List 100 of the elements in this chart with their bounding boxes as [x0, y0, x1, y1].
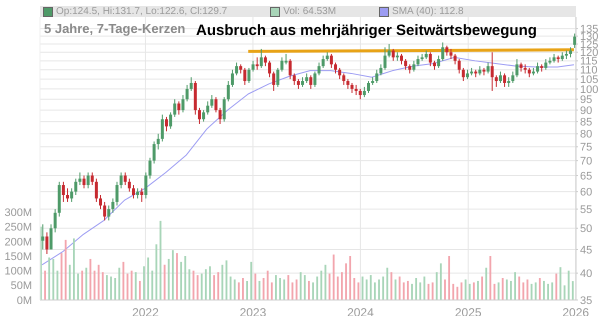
y-tick-label: 50 — [580, 223, 592, 236]
candlestick — [313, 71, 316, 88]
candlestick — [354, 84, 358, 96]
candlestick — [441, 42, 444, 62]
candlestick — [301, 76, 304, 88]
candlestick — [169, 112, 172, 130]
candlestick — [494, 74, 498, 88]
candlestick — [437, 55, 440, 68]
candlestick — [342, 72, 346, 86]
candlestick — [202, 110, 206, 122]
candlestick — [375, 69, 378, 84]
y-tick-label: 65 — [580, 170, 592, 182]
y2-tick-label: 50M — [10, 280, 32, 292]
candlestick — [528, 67, 531, 78]
candlestick — [181, 94, 184, 113]
candlestick — [132, 184, 135, 199]
candlestick — [214, 96, 218, 113]
legend-label: Vol: 64.53M — [283, 6, 336, 17]
candlestick — [116, 181, 118, 206]
y2-tick-label: 0M — [16, 294, 32, 307]
candlestick — [288, 58, 292, 80]
candlestick — [239, 64, 242, 74]
candlestick — [346, 78, 350, 90]
candlestick — [379, 64, 382, 76]
candlestick — [210, 94, 214, 108]
y-tick-label: 105 — [580, 74, 598, 86]
annotation: Ausbruch aus mehrjähriger Seitwärtsbewegung — [196, 22, 537, 39]
candlestick — [466, 69, 469, 80]
candlestick — [569, 46, 572, 58]
candlestick — [107, 205, 110, 221]
candlestick — [140, 188, 144, 202]
candlestick — [78, 172, 82, 186]
candlestick — [124, 172, 127, 186]
candlestick — [144, 172, 148, 199]
candlestick — [235, 62, 238, 76]
candlestick — [54, 208, 57, 233]
candlestick — [206, 100, 210, 116]
candlestick — [367, 80, 370, 94]
candlestick — [264, 55, 267, 67]
y-tick-label: 40 — [580, 268, 592, 280]
candlestick — [362, 86, 366, 98]
candlestick — [128, 178, 131, 192]
candlestick — [198, 107, 201, 124]
chart-title: 5 Jahre, 7-Tage-Kerzen — [44, 21, 186, 36]
candlestick — [70, 188, 74, 202]
candlestick — [408, 64, 412, 74]
candlestick — [490, 52, 494, 92]
candlestick — [103, 201, 106, 221]
candlestick — [268, 60, 272, 78]
candlestick — [322, 55, 325, 68]
candlestick — [445, 45, 448, 56]
y-tick-label: 90 — [580, 105, 592, 118]
candlestick — [296, 78, 300, 90]
y-tick-label: 70 — [580, 156, 592, 168]
candlestick — [62, 181, 65, 202]
candlestick — [252, 60, 255, 72]
candlestick — [173, 98, 176, 118]
y-tick-label: 100 — [580, 84, 598, 96]
candlestick — [90, 172, 94, 186]
candlestick — [41, 224, 44, 250]
candlestick — [45, 232, 48, 254]
y-tick-label: 110 — [580, 64, 598, 77]
candlestick — [520, 62, 523, 72]
candlestick — [243, 67, 246, 86]
candlestick — [318, 62, 321, 76]
candlestick — [156, 133, 160, 150]
y-tick-label: 55 — [580, 204, 592, 216]
candlestick — [384, 46, 386, 70]
candlestick — [536, 62, 540, 74]
candlestick — [74, 178, 78, 196]
candlestick — [486, 62, 490, 74]
candlestick — [50, 224, 53, 250]
candlestick — [507, 76, 510, 88]
candlestick — [334, 62, 338, 74]
candlestick — [338, 67, 342, 80]
y-tick-label: 75 — [580, 142, 592, 154]
candlestick — [358, 88, 362, 100]
candlestick — [164, 116, 168, 132]
candlestick — [280, 56, 284, 72]
candlestick — [292, 72, 296, 86]
candlestick — [458, 58, 461, 74]
y2-tick-label: 200M — [4, 236, 32, 248]
candlestick — [350, 82, 354, 94]
candlestick — [404, 58, 408, 70]
candlestick — [400, 53, 403, 65]
candlestick — [177, 100, 180, 116]
candlestick — [160, 114, 164, 142]
candlestick — [428, 52, 432, 67]
candlestick — [412, 60, 416, 72]
candlestick — [392, 48, 395, 62]
candlestick — [309, 74, 312, 90]
legend-label: Op:124.5, Hi:131.7, Lo:122.6, Cl:129.7 — [56, 6, 228, 17]
y2-tick-label: 150M — [4, 250, 32, 263]
candlestick — [498, 71, 502, 84]
candlestick — [272, 71, 276, 92]
candlestick — [416, 55, 420, 67]
candlestick — [511, 71, 514, 84]
candlestick — [454, 53, 457, 65]
candlestick — [190, 76, 193, 92]
y-tick-label: 35 — [580, 294, 592, 307]
